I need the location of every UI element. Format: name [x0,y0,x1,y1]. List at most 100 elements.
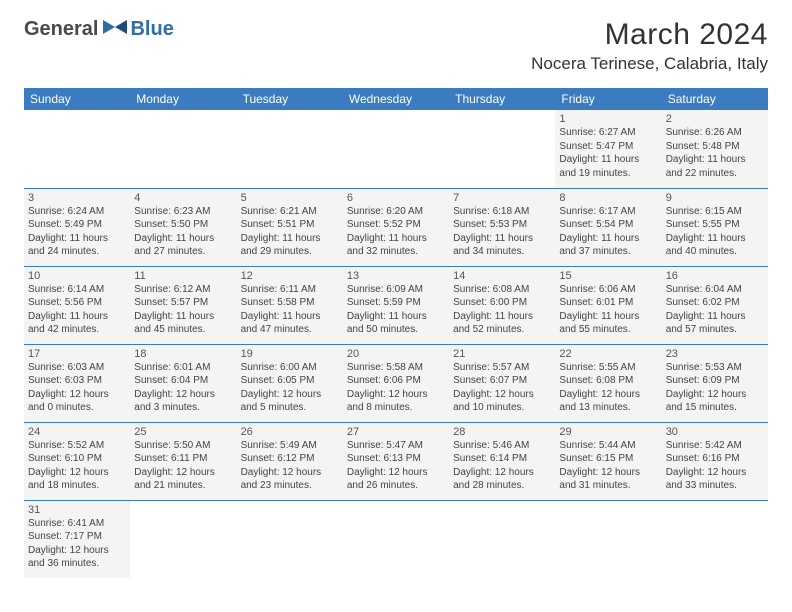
day-cell: 20Sunrise: 5:58 AMSunset: 6:06 PMDayligh… [343,344,449,422]
day-number: 2 [666,113,764,125]
day-cell: 8Sunrise: 6:17 AMSunset: 5:54 PMDaylight… [555,188,661,266]
empty-cell [555,500,661,578]
day-cell: 22Sunrise: 5:55 AMSunset: 6:08 PMDayligh… [555,344,661,422]
day-number: 1 [559,113,657,125]
empty-cell [130,110,236,188]
day-info: Sunrise: 5:46 AMSunset: 6:14 PMDaylight:… [453,439,551,493]
weekday-header: Saturday [662,88,768,110]
location-subtitle: Nocera Terinese, Calabria, Italy [531,54,768,74]
day-cell: 3Sunrise: 6:24 AMSunset: 5:49 PMDaylight… [24,188,130,266]
day-info: Sunrise: 6:09 AMSunset: 5:59 PMDaylight:… [347,283,445,337]
day-cell: 9Sunrise: 6:15 AMSunset: 5:55 PMDaylight… [662,188,768,266]
day-number: 4 [134,192,232,204]
empty-cell [343,110,449,188]
day-info: Sunrise: 5:42 AMSunset: 6:16 PMDaylight:… [666,439,764,493]
day-cell: 12Sunrise: 6:11 AMSunset: 5:58 PMDayligh… [237,266,343,344]
day-info: Sunrise: 6:27 AMSunset: 5:47 PMDaylight:… [559,126,657,180]
day-info: Sunrise: 6:14 AMSunset: 5:56 PMDaylight:… [28,283,126,337]
day-info: Sunrise: 5:53 AMSunset: 6:09 PMDaylight:… [666,361,764,415]
day-cell: 28Sunrise: 5:46 AMSunset: 6:14 PMDayligh… [449,422,555,500]
day-number: 6 [347,192,445,204]
day-number: 18 [134,348,232,360]
day-number: 19 [241,348,339,360]
day-info: Sunrise: 6:01 AMSunset: 6:04 PMDaylight:… [134,361,232,415]
calendar-body: 1Sunrise: 6:27 AMSunset: 5:47 PMDaylight… [24,110,768,578]
empty-cell [237,500,343,578]
title-block: March 2024 Nocera Terinese, Calabria, It… [531,18,768,74]
calendar-row: 31Sunrise: 6:41 AMSunset: 7:17 PMDayligh… [24,500,768,578]
day-number: 7 [453,192,551,204]
day-number: 28 [453,426,551,438]
logo-text-general: General [24,18,98,41]
day-number: 25 [134,426,232,438]
day-cell: 18Sunrise: 6:01 AMSunset: 6:04 PMDayligh… [130,344,236,422]
empty-cell [24,110,130,188]
day-number: 29 [559,426,657,438]
calendar-row: 1Sunrise: 6:27 AMSunset: 5:47 PMDaylight… [24,110,768,188]
calendar-row: 24Sunrise: 5:52 AMSunset: 6:10 PMDayligh… [24,422,768,500]
day-number: 14 [453,270,551,282]
calendar-row: 3Sunrise: 6:24 AMSunset: 5:49 PMDaylight… [24,188,768,266]
day-cell: 29Sunrise: 5:44 AMSunset: 6:15 PMDayligh… [555,422,661,500]
day-number: 27 [347,426,445,438]
empty-cell [449,500,555,578]
weekday-header: Monday [130,88,236,110]
empty-cell [237,110,343,188]
empty-cell [662,500,768,578]
day-cell: 26Sunrise: 5:49 AMSunset: 6:12 PMDayligh… [237,422,343,500]
day-info: Sunrise: 6:21 AMSunset: 5:51 PMDaylight:… [241,205,339,259]
page-header: General Blue March 2024 Nocera Terinese,… [0,0,792,82]
day-number: 31 [28,504,126,516]
day-info: Sunrise: 6:18 AMSunset: 5:53 PMDaylight:… [453,205,551,259]
day-cell: 17Sunrise: 6:03 AMSunset: 6:03 PMDayligh… [24,344,130,422]
day-cell: 5Sunrise: 6:21 AMSunset: 5:51 PMDaylight… [237,188,343,266]
day-number: 9 [666,192,764,204]
weekday-header-row: SundayMondayTuesdayWednesdayThursdayFrid… [24,88,768,110]
day-cell: 14Sunrise: 6:08 AMSunset: 6:00 PMDayligh… [449,266,555,344]
weekday-header: Tuesday [237,88,343,110]
month-title: March 2024 [531,18,768,52]
day-number: 12 [241,270,339,282]
day-cell: 13Sunrise: 6:09 AMSunset: 5:59 PMDayligh… [343,266,449,344]
day-info: Sunrise: 5:44 AMSunset: 6:15 PMDaylight:… [559,439,657,493]
empty-cell [130,500,236,578]
weekday-header: Thursday [449,88,555,110]
flag-icon [102,18,128,41]
day-number: 15 [559,270,657,282]
day-number: 11 [134,270,232,282]
day-number: 8 [559,192,657,204]
day-info: Sunrise: 6:20 AMSunset: 5:52 PMDaylight:… [347,205,445,259]
day-cell: 2Sunrise: 6:26 AMSunset: 5:48 PMDaylight… [662,110,768,188]
day-cell: 7Sunrise: 6:18 AMSunset: 5:53 PMDaylight… [449,188,555,266]
day-info: Sunrise: 6:17 AMSunset: 5:54 PMDaylight:… [559,205,657,259]
day-cell: 25Sunrise: 5:50 AMSunset: 6:11 PMDayligh… [130,422,236,500]
day-number: 30 [666,426,764,438]
day-info: Sunrise: 5:57 AMSunset: 6:07 PMDaylight:… [453,361,551,415]
day-number: 22 [559,348,657,360]
empty-cell [343,500,449,578]
day-number: 20 [347,348,445,360]
day-info: Sunrise: 6:11 AMSunset: 5:58 PMDaylight:… [241,283,339,337]
day-cell: 6Sunrise: 6:20 AMSunset: 5:52 PMDaylight… [343,188,449,266]
day-cell: 31Sunrise: 6:41 AMSunset: 7:17 PMDayligh… [24,500,130,578]
day-number: 10 [28,270,126,282]
day-info: Sunrise: 6:23 AMSunset: 5:50 PMDaylight:… [134,205,232,259]
day-info: Sunrise: 6:24 AMSunset: 5:49 PMDaylight:… [28,205,126,259]
day-cell: 15Sunrise: 6:06 AMSunset: 6:01 PMDayligh… [555,266,661,344]
day-info: Sunrise: 6:12 AMSunset: 5:57 PMDaylight:… [134,283,232,337]
logo: General Blue [24,18,174,41]
day-number: 13 [347,270,445,282]
day-info: Sunrise: 6:04 AMSunset: 6:02 PMDaylight:… [666,283,764,337]
weekday-header: Wednesday [343,88,449,110]
day-cell: 19Sunrise: 6:00 AMSunset: 6:05 PMDayligh… [237,344,343,422]
day-cell: 1Sunrise: 6:27 AMSunset: 5:47 PMDaylight… [555,110,661,188]
day-number: 3 [28,192,126,204]
day-info: Sunrise: 5:50 AMSunset: 6:11 PMDaylight:… [134,439,232,493]
day-cell: 21Sunrise: 5:57 AMSunset: 6:07 PMDayligh… [449,344,555,422]
empty-cell [449,110,555,188]
day-cell: 23Sunrise: 5:53 AMSunset: 6:09 PMDayligh… [662,344,768,422]
calendar-row: 10Sunrise: 6:14 AMSunset: 5:56 PMDayligh… [24,266,768,344]
day-cell: 27Sunrise: 5:47 AMSunset: 6:13 PMDayligh… [343,422,449,500]
day-cell: 30Sunrise: 5:42 AMSunset: 6:16 PMDayligh… [662,422,768,500]
logo-text-blue: Blue [130,18,173,41]
